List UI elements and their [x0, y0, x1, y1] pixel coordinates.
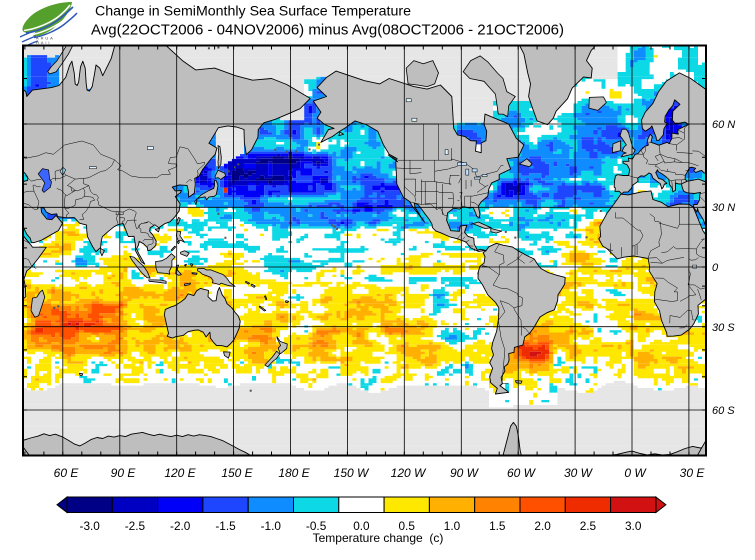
svg-text:150 E: 150 E: [221, 466, 253, 480]
svg-text:30 W: 30 W: [564, 466, 594, 480]
svg-text:Avg(22OCT2006 - 04NOV2006) min: Avg(22OCT2006 - 04NOV2006) minus Avg(08O…: [91, 22, 564, 39]
svg-text:150 W: 150 W: [334, 466, 370, 480]
svg-text:1.0: 1.0: [444, 519, 461, 533]
svg-text:60 N: 60 N: [712, 119, 735, 131]
svg-text:180 E: 180 E: [278, 466, 310, 480]
svg-text:HAII: HAII: [36, 40, 51, 45]
svg-text:90 E: 90 E: [111, 466, 137, 480]
svg-text:90 W: 90 W: [450, 466, 480, 480]
svg-text:0 W: 0 W: [624, 466, 647, 480]
svg-text:2.5: 2.5: [580, 519, 597, 533]
svg-text:0.5: 0.5: [398, 519, 415, 533]
svg-text:0: 0: [712, 262, 719, 274]
svg-text:60 E: 60 E: [54, 466, 80, 480]
svg-text:120 W: 120 W: [391, 466, 427, 480]
svg-text:60 W: 60 W: [507, 466, 537, 480]
svg-text:1.5: 1.5: [489, 519, 506, 533]
svg-text:-2.0: -2.0: [170, 519, 191, 533]
svg-text:2.0: 2.0: [534, 519, 551, 533]
svg-text:-1.0: -1.0: [261, 519, 282, 533]
svg-text:Temperature change (c): Temperature change (c): [313, 531, 444, 545]
svg-text:30 E: 30 E: [680, 466, 706, 480]
svg-text:30 N: 30 N: [712, 202, 735, 214]
svg-text:30 S: 30 S: [712, 322, 735, 334]
svg-text:3.0: 3.0: [625, 519, 642, 533]
svg-text:120 E: 120 E: [164, 466, 196, 480]
svg-text:-0.5: -0.5: [306, 519, 327, 533]
svg-text:-3.0: -3.0: [80, 519, 101, 533]
svg-text:ARUA: ARUA: [36, 36, 55, 41]
svg-text:-1.5: -1.5: [215, 519, 236, 533]
svg-text:Change in SemiMonthly Sea Surf: Change in SemiMonthly Sea Surface Temper…: [95, 4, 411, 20]
svg-text:0.0: 0.0: [353, 519, 370, 533]
svg-text:60 S: 60 S: [712, 405, 735, 417]
svg-text:-2.5: -2.5: [125, 519, 146, 533]
